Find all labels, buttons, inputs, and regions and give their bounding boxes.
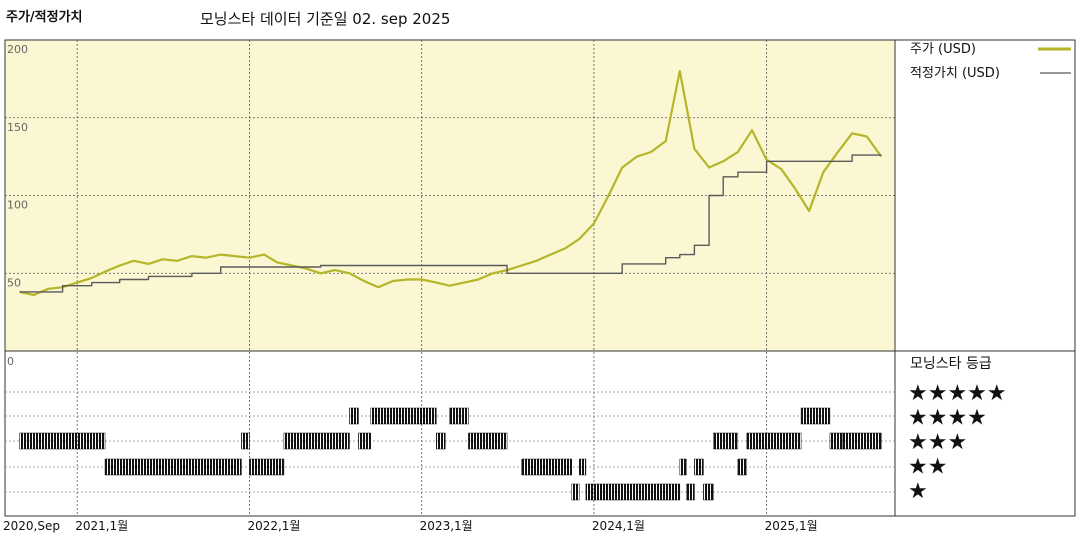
rating-bar xyxy=(241,432,250,450)
legend-label: 적정가치 (USD) xyxy=(910,66,1000,81)
rating-bar xyxy=(249,458,285,476)
rating-level-label: ★ xyxy=(908,479,928,504)
price-series-line xyxy=(19,70,883,297)
rating-bar xyxy=(703,483,714,501)
y-tick-label: 150 xyxy=(7,121,28,134)
rating-bar xyxy=(829,432,843,450)
rating-level-label: ★★★★★ xyxy=(908,381,1007,406)
chart-frame xyxy=(4,39,1076,517)
x-tick-label: 2023,1월 xyxy=(420,519,473,533)
rating-bar xyxy=(19,432,106,450)
x-tick-label: 2024,1월 xyxy=(592,519,645,533)
y-tick-label: 200 xyxy=(7,43,28,56)
rating-bar xyxy=(737,458,748,476)
rating-level-label: ★★★★ xyxy=(908,406,987,431)
rating-bar xyxy=(468,432,508,450)
y-tick-label: 0 xyxy=(7,355,14,368)
rating-bar xyxy=(349,407,359,425)
chart-subtitle: 모닝스타 데이터 기준일 02. sep 2025 xyxy=(200,10,451,28)
fair-value-series-line xyxy=(19,154,882,293)
rating-level-label: ★★ xyxy=(908,455,947,480)
rating-bar xyxy=(579,458,587,476)
rating-bar xyxy=(694,458,704,476)
y-tick-label: 50 xyxy=(7,276,21,289)
rating-bar xyxy=(571,483,580,501)
rating-bar xyxy=(449,407,469,425)
rating-bar xyxy=(800,407,831,425)
rating-bar xyxy=(370,407,437,425)
rating-bar xyxy=(104,458,242,476)
x-tick-label: 2021,1월 xyxy=(75,519,128,533)
rating-bar xyxy=(436,432,446,450)
x-tick-label: 2020,Sep xyxy=(3,519,60,533)
rating-bar xyxy=(521,458,572,476)
chart-title: 주가/적정가치 xyxy=(6,10,83,25)
rating-bar xyxy=(686,483,695,501)
legend-label: 주가 (USD) xyxy=(910,42,976,57)
rating-bar xyxy=(585,483,681,501)
rating-level-label: ★★★ xyxy=(908,430,967,455)
rating-bar xyxy=(746,432,802,450)
rating-bar xyxy=(841,432,882,450)
rating-bar xyxy=(679,458,687,476)
x-tick-label: 2025,1월 xyxy=(765,519,818,533)
rating-bar xyxy=(283,432,350,450)
rating-title: 모닝스타 등급 xyxy=(910,356,992,372)
rating-bar xyxy=(358,432,371,450)
y-tick-label: 100 xyxy=(7,199,28,212)
rating-bar xyxy=(713,432,739,450)
x-tick-label: 2022,1월 xyxy=(247,519,300,533)
